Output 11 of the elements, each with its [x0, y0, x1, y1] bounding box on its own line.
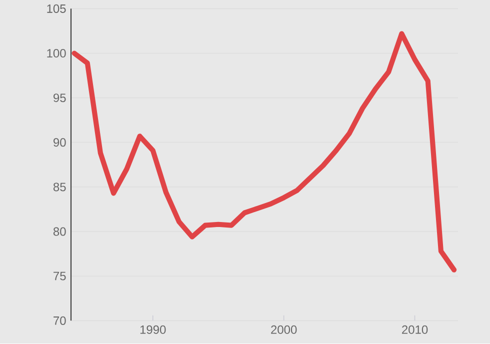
y-tick-label: 80 [53, 227, 66, 236]
y-tick-label: 70 [54, 316, 66, 326]
x-tick-label: 2010 [402, 326, 428, 334]
y-tick-label: 100 [47, 49, 66, 58]
x-tick-label: 1990 [140, 326, 166, 334]
x-tick-label: 2000 [271, 326, 297, 334]
y-tick-label: 85 [53, 182, 66, 192]
y-tick-label: 75 [54, 272, 66, 280]
y-tick-label: 90 [54, 138, 66, 147]
y-tick-label: 105 [47, 4, 66, 14]
y-tick-label: 95 [54, 94, 66, 102]
